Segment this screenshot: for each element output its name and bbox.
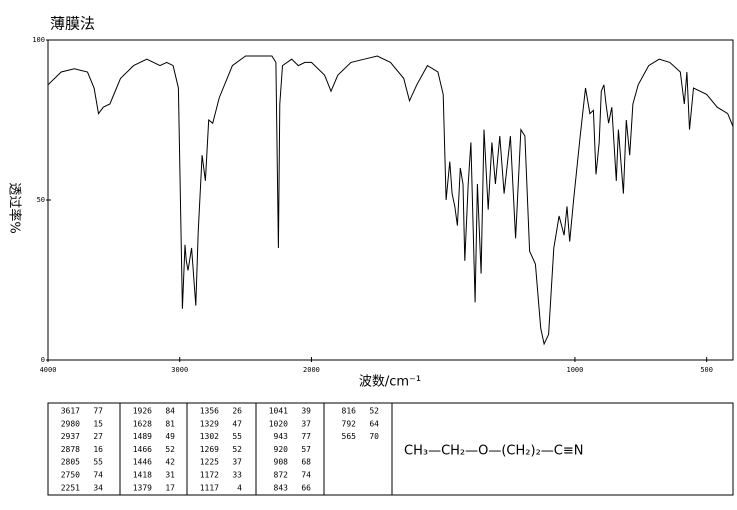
peak-transmittance: 37 [301, 419, 311, 428]
peak-wavenumber: 1418 [133, 471, 152, 480]
peak-wavenumber: 1302 [200, 432, 219, 441]
table-frame [47, 402, 734, 496]
peak-wavenumber: 1356 [200, 407, 219, 416]
peak-transmittance: 39 [301, 407, 311, 416]
peak-transmittance: 52 [232, 445, 242, 454]
peak-transmittance: 27 [93, 432, 103, 441]
peak-transmittance: 55 [232, 432, 242, 441]
peak-transmittance: 33 [232, 471, 242, 480]
peak-transmittance: 66 [301, 483, 311, 492]
peak-wavenumber: 872 [274, 471, 289, 480]
plot-frame [47, 39, 734, 361]
structure-formula: CH₃—CH₂—O—(CH₂)₂—C≡N [404, 444, 583, 459]
peak-wavenumber: 1041 [269, 407, 288, 416]
peak-wavenumber: 3617 [61, 407, 80, 416]
peak-wavenumber: 1926 [133, 407, 152, 416]
peak-transmittance: 34 [93, 483, 103, 492]
peak-transmittance: 77 [301, 432, 311, 441]
x-tick-label: 500 [700, 366, 713, 374]
peak-transmittance: 55 [93, 458, 103, 467]
peak-wavenumber: 792 [342, 419, 357, 428]
y-tick-label: 0 [41, 356, 45, 364]
peak-transmittance: 17 [165, 483, 175, 492]
peak-wavenumber: 1466 [133, 445, 152, 454]
peak-wavenumber: 843 [274, 483, 289, 492]
peak-transmittance: 16 [93, 445, 103, 454]
peak-transmittance: 4 [237, 483, 242, 492]
peak-transmittance: 42 [165, 458, 175, 467]
peak-wavenumber: 920 [274, 445, 289, 454]
y-axis-label: 透过率% [7, 182, 23, 233]
x-axis-label: 波数/cm⁻¹ [359, 375, 421, 390]
peak-transmittance: 52 [165, 445, 175, 454]
peak-wavenumber: 1489 [133, 432, 152, 441]
peak-wavenumber: 2805 [61, 458, 80, 467]
peak-transmittance: 77 [93, 407, 103, 416]
peak-wavenumber: 1446 [133, 458, 152, 467]
peak-transmittance: 57 [301, 445, 311, 454]
chart-title: 薄膜法 [50, 15, 95, 33]
spectrum-line [47, 55, 734, 346]
peak-transmittance: 47 [232, 419, 242, 428]
peak-transmittance: 70 [369, 432, 379, 441]
peak-wavenumber: 2750 [61, 471, 80, 480]
y-tick-label: 50 [37, 196, 45, 204]
peak-transmittance: 15 [93, 419, 103, 428]
peak-wavenumber: 1379 [133, 483, 152, 492]
peak-wavenumber: 1329 [200, 419, 219, 428]
peak-transmittance: 68 [301, 458, 311, 467]
peak-transmittance: 37 [232, 458, 242, 467]
x-tick-label: 1000 [566, 366, 583, 374]
peak-wavenumber: 2251 [61, 483, 80, 492]
peak-wavenumber: 2937 [61, 432, 80, 441]
y-tick-label: 100 [32, 36, 45, 44]
peak-transmittance: 64 [369, 419, 379, 428]
x-tick-label: 2000 [303, 366, 320, 374]
peak-transmittance: 31 [165, 471, 175, 480]
peak-transmittance: 49 [165, 432, 175, 441]
peak-transmittance: 81 [165, 419, 175, 428]
peak-wavenumber: 2878 [61, 445, 80, 454]
peak-wavenumber: 1269 [200, 445, 219, 454]
peak-wavenumber: 2980 [61, 419, 80, 428]
peak-wavenumber: 908 [274, 458, 289, 467]
peak-wavenumber: 1628 [133, 419, 152, 428]
peak-transmittance: 84 [165, 407, 175, 416]
peak-wavenumber: 1020 [269, 419, 288, 428]
peak-transmittance: 74 [93, 471, 103, 480]
peak-transmittance: 26 [232, 407, 242, 416]
peak-wavenumber: 565 [342, 432, 357, 441]
peak-wavenumber: 1172 [200, 471, 219, 480]
peak-wavenumber: 943 [274, 432, 289, 441]
peak-wavenumber: 1225 [200, 458, 219, 467]
x-tick-label: 3000 [171, 366, 188, 374]
peak-wavenumber: 1117 [200, 483, 219, 492]
peak-wavenumber: 816 [342, 407, 357, 416]
x-tick-label: 4000 [40, 366, 57, 374]
peak-transmittance: 74 [301, 471, 311, 480]
peak-transmittance: 52 [369, 407, 379, 416]
